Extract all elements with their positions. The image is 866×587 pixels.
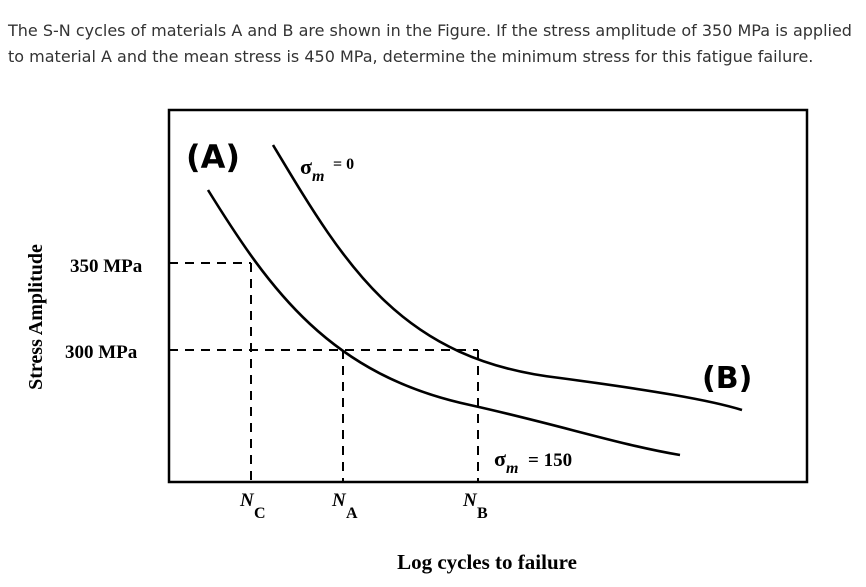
series-label-mean-150-sigma: σ	[494, 446, 506, 471]
question-text: The S-N cycles of materials A and B are …	[8, 21, 852, 66]
series-label-mean-150-sub: m	[506, 460, 518, 477]
x-marker-nb-symbol: N	[462, 490, 478, 511]
x-marker-nc-symbol: N	[239, 490, 255, 511]
x-marker-nb: N B	[462, 490, 488, 522]
y-axis-label: Stress Amplitude	[25, 244, 47, 390]
x-marker-nb-sub: B	[477, 505, 488, 522]
x-marker-na-sub: A	[346, 505, 358, 522]
series-mean-0-curve	[271, 144, 743, 412]
series-label-mean-0-sigma: σ	[300, 154, 312, 179]
series-mean-150-curve	[206, 189, 681, 457]
y-tick-label-350: 350 MPa	[70, 256, 143, 277]
plot-frame	[167, 108, 809, 484]
x-marker-nc-sub: C	[254, 505, 266, 522]
series-label-mean-0: σ m = 0	[300, 154, 354, 185]
x-marker-na-symbol: N	[331, 490, 347, 511]
x-marker-na: N A	[331, 490, 358, 522]
series-label-mean-0-sub: m	[312, 168, 324, 185]
curve-a-label: (A)	[186, 138, 240, 176]
y-tick-label-300: 300 MPa	[65, 342, 138, 363]
series-label-mean-150-eq: = 150	[528, 450, 572, 471]
x-axis-label: Log cycles to failure	[397, 550, 577, 574]
series-label-mean-150: σ m = 150	[494, 446, 572, 477]
series-label-mean-0-eq: = 0	[333, 156, 354, 173]
x-marker-nc: N C	[239, 490, 266, 522]
guide-lines	[169, 262, 479, 482]
curve-b-label: (B)	[702, 361, 752, 396]
